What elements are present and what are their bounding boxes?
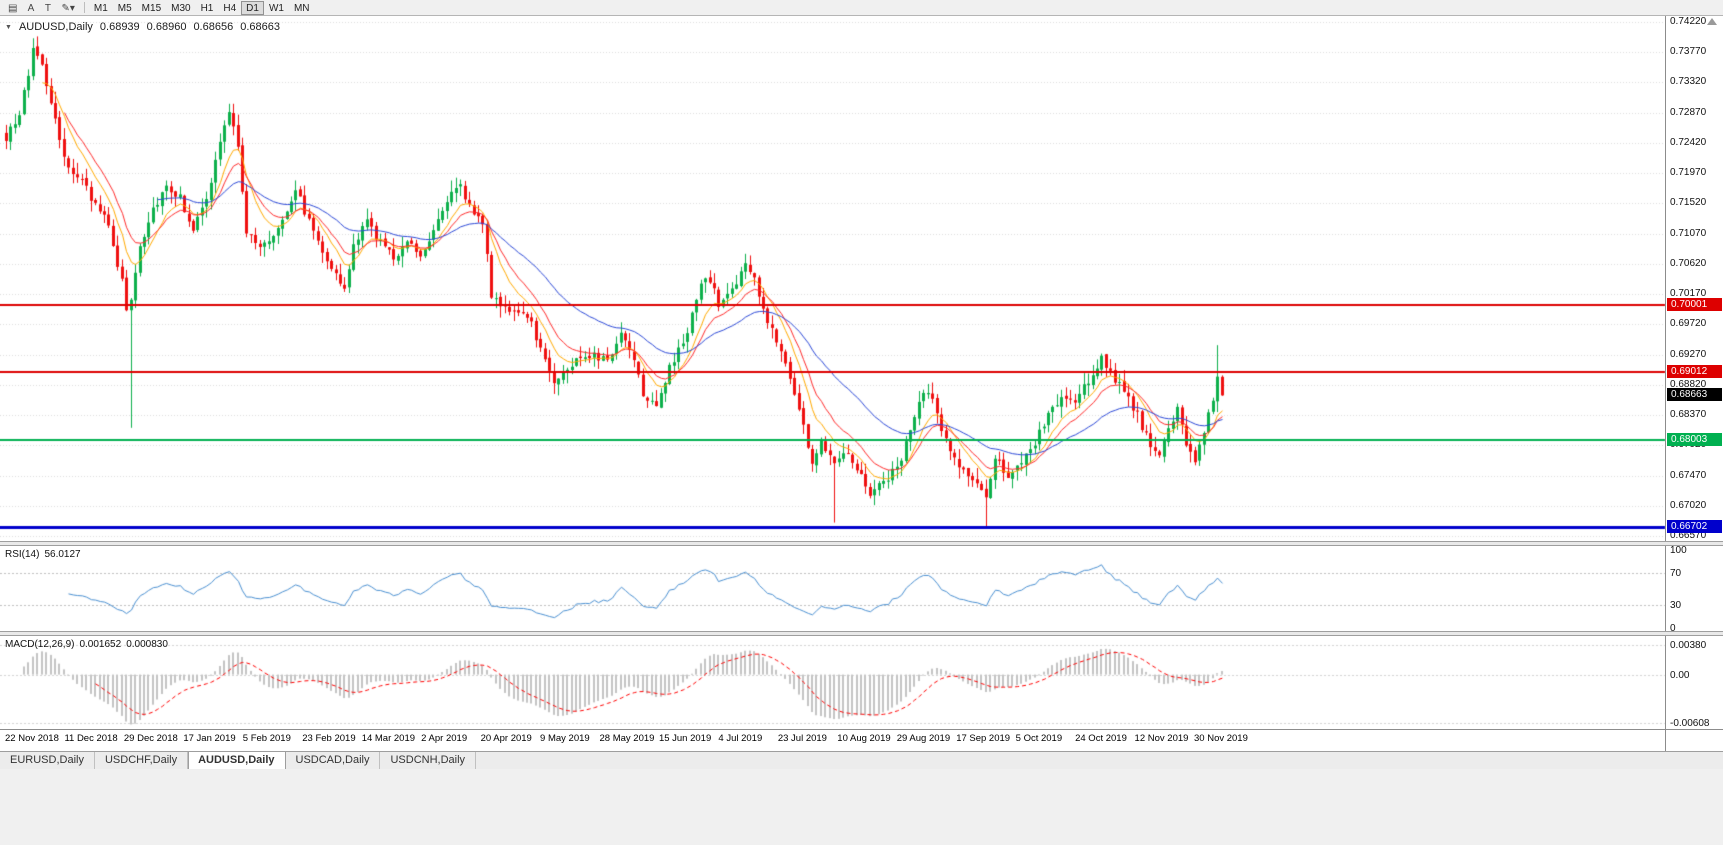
chart-tab-usdcnh[interactable]: USDCNH,Daily [380,752,477,769]
chart-tab-usdchf[interactable]: USDCHF,Daily [94,752,189,769]
timeframe-group: M1 M5 M15 M30 H1 H4 D1 W1 MN [89,0,315,15]
timeframe-button-d1[interactable]: D1 [241,0,264,15]
chart-tabs: EURUSD,Daily USDCHF,Daily AUDUSD,Daily USDC… [0,752,477,769]
timeframe-button-m30[interactable]: M30 [171,2,191,14]
chart-tab-eurusd[interactable]: EURUSD,Daily [0,752,95,769]
chart-tab-audusd[interactable]: AUDUSD,Daily [188,752,286,769]
timeframe-button-w1[interactable]: W1 [268,2,284,14]
macd-panel-resize-handle[interactable] [0,631,1723,636]
time-axis-border [0,729,1723,730]
price-axis-border [1665,16,1666,751]
toolbar-icon-group: ▤ A T ✎▾ [3,0,80,15]
timeframe-button-m15[interactable]: M15 [141,2,162,14]
timeframe-button-mn[interactable]: MN [293,2,310,14]
text-label-tool-button[interactable]: A [27,2,35,14]
timeframe-button-h4[interactable]: H4 [223,2,237,14]
draw-tools-dropdown[interactable]: ✎▾ [61,2,75,14]
chart-shift-marker[interactable] [1707,18,1717,25]
charts-grid-icon[interactable]: ▤ [8,2,18,14]
chart-tab-bar: EURUSD,Daily USDCHF,Daily AUDUSD,Daily USDC… [0,751,1723,769]
rsi-panel-resize-handle[interactable] [0,541,1723,546]
type-tool-button[interactable]: T [44,2,51,14]
timeframe-button-m5[interactable]: M5 [117,2,132,14]
toolbar-separator [83,2,85,13]
timeframe-button-m1[interactable]: M1 [93,2,108,14]
toolbar: ▤ A T ✎▾ M1 M5 M15 M30 H1 H4 D1 W1 MN [0,0,1723,16]
chart-tab-usdcad[interactable]: USDCAD,Daily [285,752,381,769]
timeframe-button-h1[interactable]: H1 [200,2,214,14]
window-bottom-area [0,769,1723,845]
